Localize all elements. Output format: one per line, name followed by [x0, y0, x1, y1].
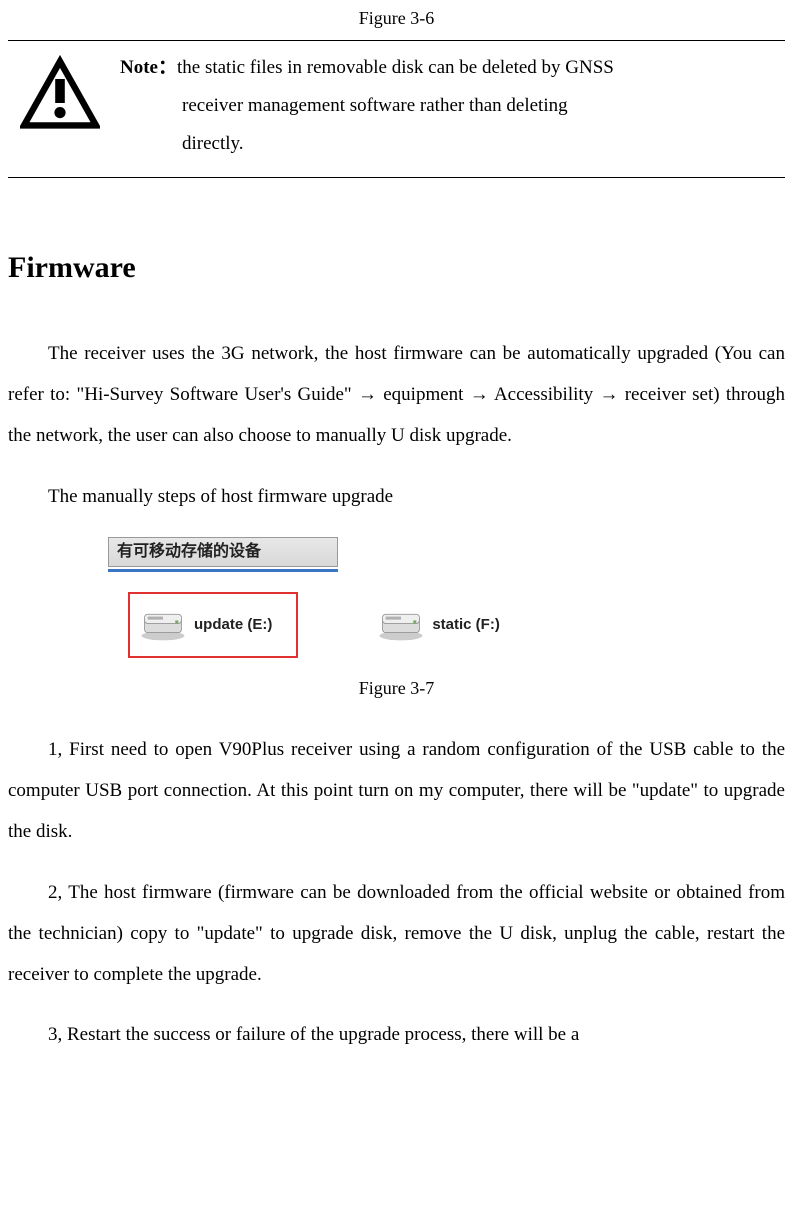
drives-row: update (E:) static (F:) [128, 592, 785, 658]
warning-triangle-icon [20, 55, 100, 135]
removable-devices-box: 有可移动存储的设备 update (E:) [108, 537, 785, 658]
devices-header-underline [108, 569, 338, 572]
note-box: Note：the static files in removable disk … [8, 40, 785, 178]
figure-caption-3-7: Figure 3-7 [8, 670, 785, 706]
paragraph-3: 1, First need to open V90Plus receiver u… [8, 730, 785, 853]
section-heading-firmware: Firmware [8, 238, 785, 298]
note-line-1: the static files in removable disk can b… [177, 57, 614, 78]
paragraph-2: The manually steps of host firmware upgr… [8, 477, 785, 518]
note-label: Note： [120, 57, 177, 78]
drive-update[interactable]: update (E:) [128, 592, 298, 658]
drive-icon [378, 608, 424, 642]
paragraph-4: 2, The host firmware (firmware can be do… [8, 873, 785, 996]
figure-caption-top: Figure 3-6 [8, 0, 785, 36]
paragraph-1: The receiver uses the 3G network, the ho… [8, 334, 785, 457]
paragraph-5: 3, Restart the success or failure of the… [8, 1015, 785, 1056]
note-line-3: directly. [120, 125, 785, 163]
note-text: Note：the static files in removable disk … [120, 49, 785, 163]
drive-icon [140, 608, 186, 642]
figure-3-7-block: 有可移动存储的设备 update (E:) [8, 537, 785, 706]
devices-header-bar: 有可移动存储的设备 [108, 537, 338, 567]
drive-label-static: static (F:) [432, 610, 500, 640]
drive-static[interactable]: static (F:) [368, 602, 510, 648]
note-line-2: receiver management software rather than… [120, 87, 785, 125]
drive-label-update: update (E:) [194, 610, 272, 640]
